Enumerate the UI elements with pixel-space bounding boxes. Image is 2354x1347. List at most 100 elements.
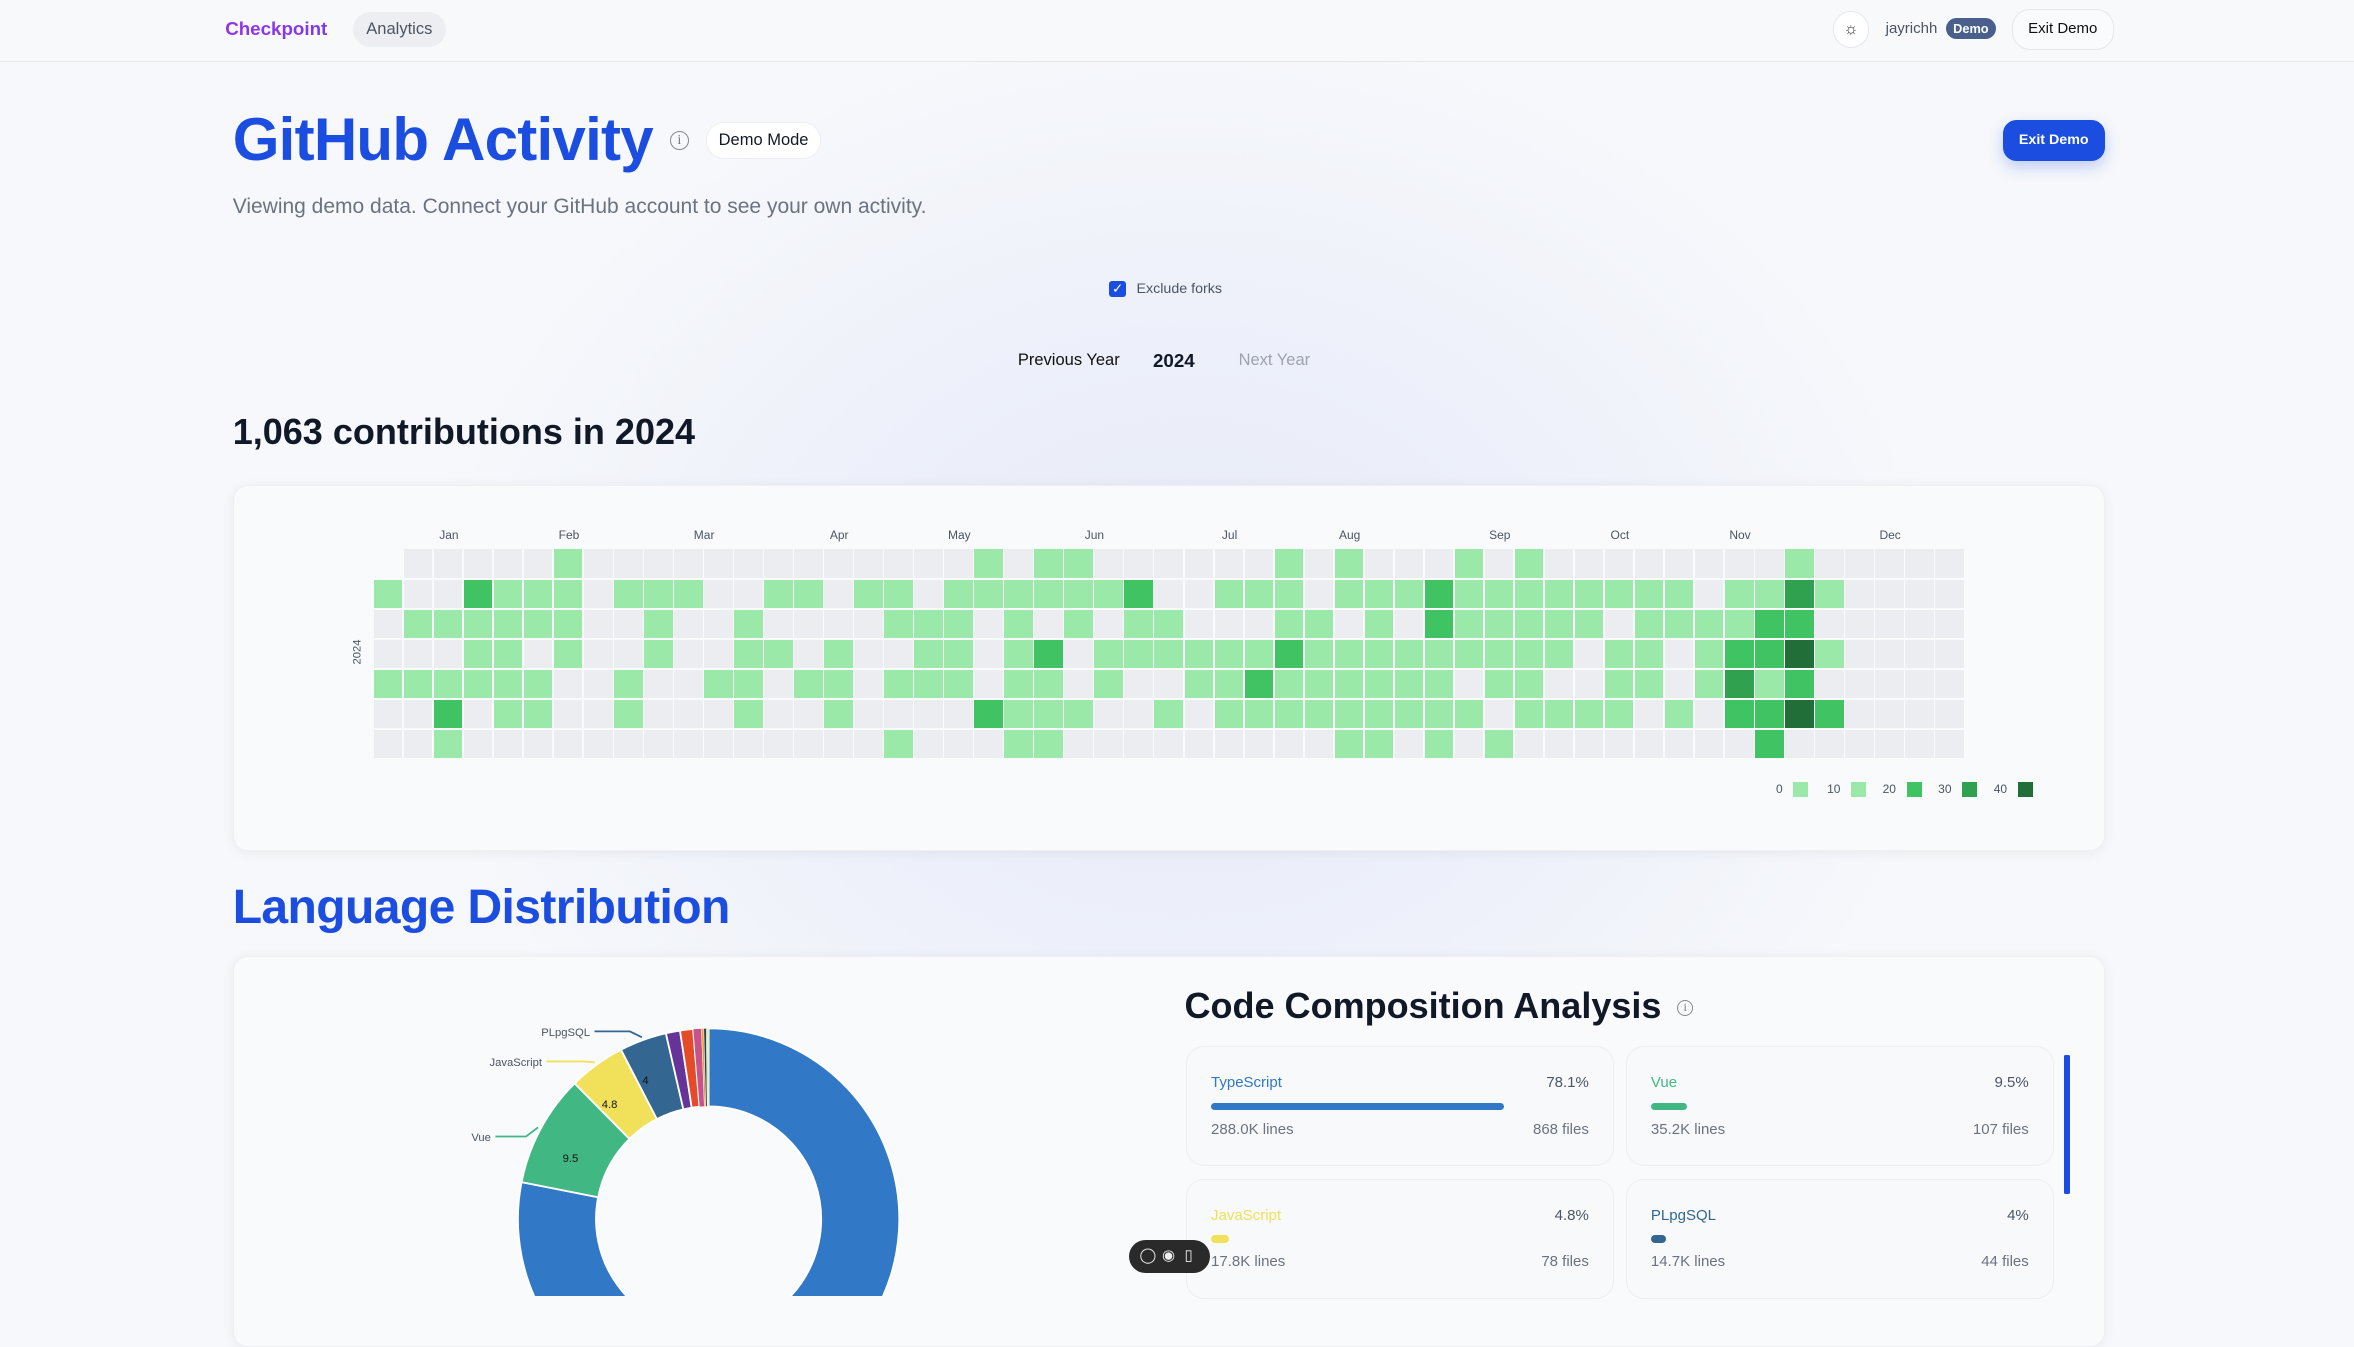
heatmap-cell[interactable] bbox=[1094, 699, 1123, 729]
eye-icon[interactable]: ◉ bbox=[1161, 1247, 1176, 1265]
heatmap-cell[interactable] bbox=[1785, 729, 1814, 759]
heatmap-cell[interactable] bbox=[1034, 699, 1063, 729]
heatmap-cell[interactable] bbox=[1544, 639, 1574, 669]
heatmap-cell[interactable] bbox=[1845, 639, 1874, 669]
heatmap-cell[interactable] bbox=[944, 699, 973, 729]
heatmap-cell[interactable] bbox=[824, 669, 853, 699]
exit-demo-button[interactable]: Exit Demo bbox=[2002, 120, 2105, 161]
heatmap-cell[interactable] bbox=[1724, 609, 1754, 639]
heatmap-cell[interactable] bbox=[704, 699, 733, 729]
heatmap-cell[interactable] bbox=[1454, 639, 1484, 669]
heatmap-cell[interactable] bbox=[974, 699, 1003, 729]
heatmap-cell[interactable] bbox=[1004, 549, 1033, 578]
heatmap-cell[interactable] bbox=[674, 549, 703, 578]
heatmap-cell[interactable] bbox=[1484, 579, 1514, 609]
heatmap-cell[interactable] bbox=[1274, 579, 1304, 609]
heatmap-cell[interactable] bbox=[1634, 729, 1664, 759]
heatmap-cell[interactable] bbox=[1815, 579, 1844, 609]
heatmap-cell[interactable] bbox=[794, 669, 823, 699]
heatmap-cell[interactable] bbox=[1694, 579, 1724, 609]
heatmap-cell[interactable] bbox=[1845, 549, 1874, 578]
heatmap-cell[interactable] bbox=[373, 729, 403, 759]
heatmap-cell[interactable] bbox=[1845, 699, 1874, 729]
heatmap-cell[interactable] bbox=[1544, 549, 1574, 578]
heatmap-cell[interactable] bbox=[1154, 579, 1183, 609]
heatmap-cell[interactable] bbox=[1664, 579, 1694, 609]
heatmap-cell[interactable] bbox=[1755, 609, 1784, 639]
heatmap-cell[interactable] bbox=[1694, 669, 1724, 699]
heatmap-cell[interactable] bbox=[1274, 669, 1304, 699]
heatmap-cell[interactable] bbox=[1184, 639, 1214, 669]
heatmap-cell[interactable] bbox=[1364, 579, 1394, 609]
heatmap-cell[interactable] bbox=[1845, 729, 1874, 759]
heatmap-cell[interactable] bbox=[854, 579, 883, 609]
heatmap-cell[interactable] bbox=[704, 549, 733, 578]
heatmap-cell[interactable] bbox=[1034, 609, 1063, 639]
heatmap-cell[interactable] bbox=[794, 579, 823, 609]
heatmap-cell[interactable] bbox=[1875, 729, 1904, 759]
heatmap-cell[interactable] bbox=[1124, 639, 1153, 669]
heatmap-cell[interactable] bbox=[674, 609, 703, 639]
heatmap-cell[interactable] bbox=[1634, 699, 1664, 729]
heatmap-cell[interactable] bbox=[1484, 609, 1514, 639]
heatmap-cell[interactable] bbox=[553, 699, 583, 729]
heatmap-cell[interactable] bbox=[1154, 639, 1183, 669]
heatmap-cell[interactable] bbox=[1004, 729, 1033, 759]
heatmap-cell[interactable] bbox=[764, 699, 793, 729]
heatmap-cell[interactable] bbox=[1544, 669, 1574, 699]
heatmap-cell[interactable] bbox=[794, 549, 823, 578]
heatmap-cell[interactable] bbox=[704, 729, 733, 759]
heatmap-cell[interactable] bbox=[614, 549, 643, 578]
heatmap-cell[interactable] bbox=[1604, 699, 1634, 729]
heatmap-cell[interactable] bbox=[1214, 639, 1244, 669]
heatmap-cell[interactable] bbox=[1785, 579, 1814, 609]
heatmap-cell[interactable] bbox=[1124, 549, 1153, 578]
heatmap-cell[interactable] bbox=[1154, 669, 1183, 699]
heatmap-cell[interactable] bbox=[1424, 699, 1454, 729]
heatmap-cell[interactable] bbox=[674, 699, 703, 729]
heatmap-cell[interactable] bbox=[1544, 609, 1574, 639]
info-icon[interactable]: i bbox=[1676, 999, 1694, 1017]
heatmap-cell[interactable] bbox=[974, 579, 1003, 609]
heatmap-cell[interactable] bbox=[854, 639, 883, 669]
heatmap-cell[interactable] bbox=[1454, 549, 1484, 578]
heatmap-cell[interactable] bbox=[644, 729, 673, 759]
heatmap-cell[interactable] bbox=[1334, 579, 1364, 609]
heatmap-cell[interactable] bbox=[1905, 669, 1934, 699]
heatmap-cell[interactable] bbox=[1484, 639, 1514, 669]
heatmap-cell[interactable] bbox=[1214, 549, 1244, 578]
heatmap-cell[interactable] bbox=[373, 669, 403, 699]
heatmap-cell[interactable] bbox=[854, 729, 883, 759]
heatmap-cell[interactable] bbox=[1094, 579, 1123, 609]
comment-icon[interactable]: ◯ bbox=[1139, 1247, 1157, 1265]
heatmap-cell[interactable] bbox=[1634, 549, 1664, 578]
heatmap-cell[interactable] bbox=[1604, 669, 1634, 699]
heatmap-cell[interactable] bbox=[1424, 639, 1454, 669]
heatmap-cell[interactable] bbox=[1424, 669, 1454, 699]
heatmap-cell[interactable] bbox=[1905, 699, 1934, 729]
heatmap-cell[interactable] bbox=[884, 639, 913, 669]
heatmap-cell[interactable] bbox=[1064, 669, 1093, 699]
heatmap-cell[interactable] bbox=[1815, 549, 1844, 578]
heatmap-cell[interactable] bbox=[463, 579, 493, 609]
heatmap-cell[interactable] bbox=[1634, 669, 1664, 699]
heatmap-cell[interactable] bbox=[1034, 579, 1063, 609]
heatmap-cell[interactable] bbox=[373, 639, 403, 669]
heatmap-cell[interactable] bbox=[944, 549, 973, 578]
heatmap-cell[interactable] bbox=[1815, 639, 1844, 669]
heatmap-cell[interactable] bbox=[1785, 669, 1814, 699]
previous-year-button[interactable]: Previous Year bbox=[1017, 351, 1120, 370]
heatmap-cell[interactable] bbox=[764, 579, 793, 609]
heatmap-cell[interactable] bbox=[824, 699, 853, 729]
heatmap-cell[interactable] bbox=[644, 699, 673, 729]
heatmap-cell[interactable] bbox=[734, 729, 763, 759]
heatmap-cell[interactable] bbox=[1274, 699, 1304, 729]
heatmap-cell[interactable] bbox=[614, 699, 643, 729]
heatmap-cell[interactable] bbox=[1094, 549, 1123, 578]
heatmap-cell[interactable] bbox=[1424, 729, 1454, 759]
heatmap-cell[interactable] bbox=[1604, 549, 1634, 578]
language-card-plpgsql[interactable]: PLpgSQL 4% 14.7K lines 44 files bbox=[1625, 1178, 2054, 1299]
heatmap-cell[interactable] bbox=[674, 669, 703, 699]
heatmap-cell[interactable] bbox=[553, 549, 583, 578]
heatmap-cell[interactable] bbox=[1184, 549, 1214, 578]
